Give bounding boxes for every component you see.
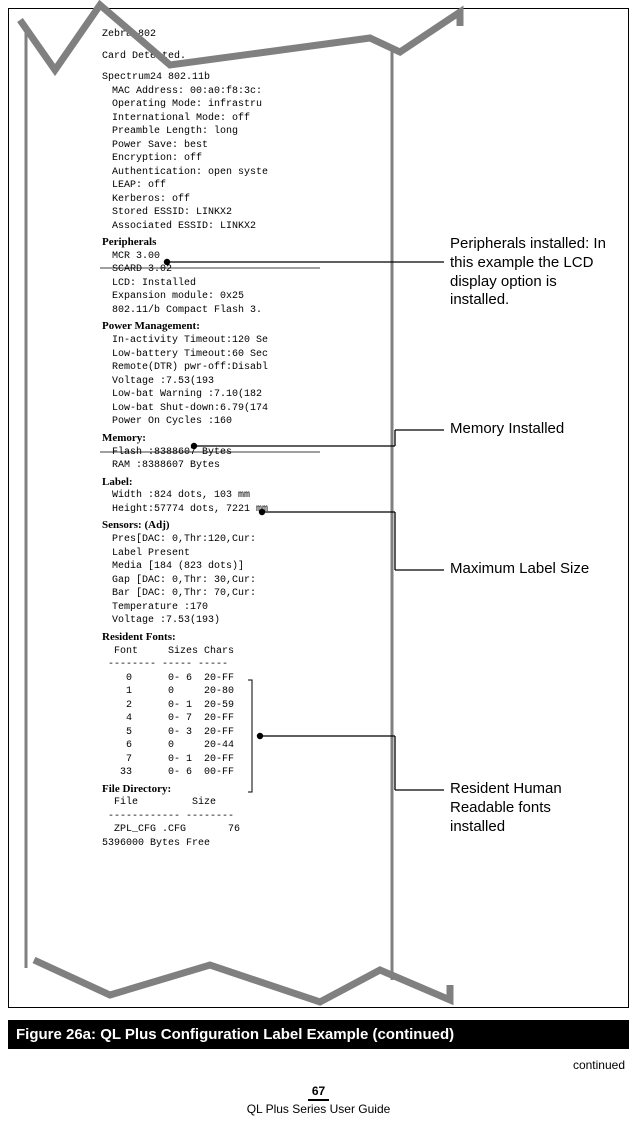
wifi-stored-essid: Stored ESSID: LINKX2 bbox=[102, 206, 362, 220]
sensors-pres2: Label Present bbox=[102, 547, 362, 561]
sensors-volt: Voltage :7.53(193) bbox=[102, 614, 362, 628]
sensors-temp: Temperature :170 bbox=[102, 601, 362, 615]
font-row: 4 0- 7 20-FF bbox=[102, 712, 362, 726]
font-row: 6 0 20-44 bbox=[102, 739, 362, 753]
page-number-value: 67 bbox=[308, 1084, 329, 1101]
power-cycles: Power On Cycles :160 bbox=[102, 415, 362, 429]
annotation-label: Maximum Label Size bbox=[450, 560, 610, 579]
sensors-pres: Pres[DAC: 0,Thr:120,Cur: bbox=[102, 533, 362, 547]
header-2: Card Detected. bbox=[102, 50, 362, 64]
font-row: 5 0- 3 20-FF bbox=[102, 726, 362, 740]
fonts-table-sep: -------- ----- ----- bbox=[102, 658, 362, 672]
label-height: Height:57774 dots, 7221 mm bbox=[102, 503, 362, 517]
memory-ram: RAM :8388607 Bytes bbox=[102, 459, 362, 473]
annotation-memory: Memory Installed bbox=[450, 420, 610, 439]
sensors-gap: Gap [DAC: 0,Thr: 30,Cur: bbox=[102, 574, 362, 588]
memory-heading: Memory: bbox=[102, 431, 362, 446]
wifi-intl: International Mode: off bbox=[102, 112, 362, 126]
fonts-heading: Resident Fonts: bbox=[102, 630, 362, 645]
periph-mcr: MCR 3.00 bbox=[102, 250, 362, 264]
continued-label: continued bbox=[573, 1058, 625, 1072]
wifi-mac: MAC Address: 00:a0:f8:3c: bbox=[102, 85, 362, 99]
sensors-bar: Bar [DAC: 0,Thr: 70,Cur: bbox=[102, 587, 362, 601]
periph-expansion: Expansion module: 0x25 bbox=[102, 290, 362, 304]
power-voltage: Voltage :7.53(193 bbox=[102, 375, 362, 389]
fonts-table-header: Font Sizes Chars bbox=[102, 645, 362, 659]
font-row: 33 0- 6 00-FF bbox=[102, 766, 362, 780]
files-header: File Size bbox=[102, 796, 362, 810]
page-number: 67 bbox=[0, 1084, 637, 1098]
annotation-fonts: Resident Human Readable fonts installed bbox=[450, 780, 610, 836]
peripherals-heading: Peripherals bbox=[102, 235, 362, 250]
periph-cf: 802.11/b Compact Flash 3. bbox=[102, 304, 362, 318]
files-row: ZPL_CFG .CFG 76 bbox=[102, 823, 362, 837]
periph-scard: SCARD 3.02 bbox=[102, 263, 362, 277]
wifi-encryption: Encryption: off bbox=[102, 152, 362, 166]
wifi-powersave: Power Save: best bbox=[102, 139, 362, 153]
header-1: Zebra 802 bbox=[102, 28, 362, 42]
footer-title: QL Plus Series User Guide bbox=[0, 1102, 637, 1116]
wifi-leap: LEAP: off bbox=[102, 179, 362, 193]
wifi-opmode: Operating Mode: infrastru bbox=[102, 98, 362, 112]
periph-lcd: LCD: Installed bbox=[102, 277, 362, 291]
wifi-title: Spectrum24 802.11b bbox=[102, 71, 362, 85]
wifi-kerberos: Kerberos: off bbox=[102, 193, 362, 207]
power-lowbatt-to: Low-battery Timeout:60 Sec bbox=[102, 348, 362, 362]
sensors-media: Media [184 (823 dots)] bbox=[102, 560, 362, 574]
font-row: 0 0- 6 20-FF bbox=[102, 672, 362, 686]
label-width: Width :824 dots, 103 mm bbox=[102, 489, 362, 503]
memory-flash: Flash :8388607 Bytes bbox=[102, 446, 362, 460]
config-label-box: Zebra 802 Card Detected. Spectrum24 802.… bbox=[14, 10, 384, 990]
figure-caption: Figure 26a: QL Plus Configuration Label … bbox=[8, 1020, 629, 1049]
sensors-heading: Sensors: (Adj) bbox=[102, 518, 362, 533]
power-lowbat-shut: Low-bat Shut-down:6.79(174 bbox=[102, 402, 362, 416]
wifi-auth: Authentication: open syste bbox=[102, 166, 362, 180]
font-row: 2 0- 1 20-59 bbox=[102, 699, 362, 713]
power-heading: Power Management: bbox=[102, 319, 362, 334]
power-inactivity: In-activity Timeout:120 Se bbox=[102, 334, 362, 348]
power-remote: Remote(DTR) pwr-off:Disabl bbox=[102, 361, 362, 375]
power-lowbat-warn: Low-bat Warning :7.10(182 bbox=[102, 388, 362, 402]
wifi-assoc-essid: Associated ESSID: LINKX2 bbox=[102, 220, 362, 234]
font-row: 7 0- 1 20-FF bbox=[102, 753, 362, 767]
wifi-preamble: Preamble Length: long bbox=[102, 125, 362, 139]
font-row: 1 0 20-80 bbox=[102, 685, 362, 699]
annotation-peripherals: Peripherals installed: In this example t… bbox=[450, 235, 610, 310]
files-sep: ------------ -------- bbox=[102, 810, 362, 824]
files-free: 5396000 Bytes Free bbox=[102, 837, 362, 851]
printout-text: Zebra 802 Card Detected. Spectrum24 802.… bbox=[102, 28, 362, 850]
files-heading: File Directory: bbox=[102, 782, 362, 797]
label-heading: Label: bbox=[102, 475, 362, 490]
